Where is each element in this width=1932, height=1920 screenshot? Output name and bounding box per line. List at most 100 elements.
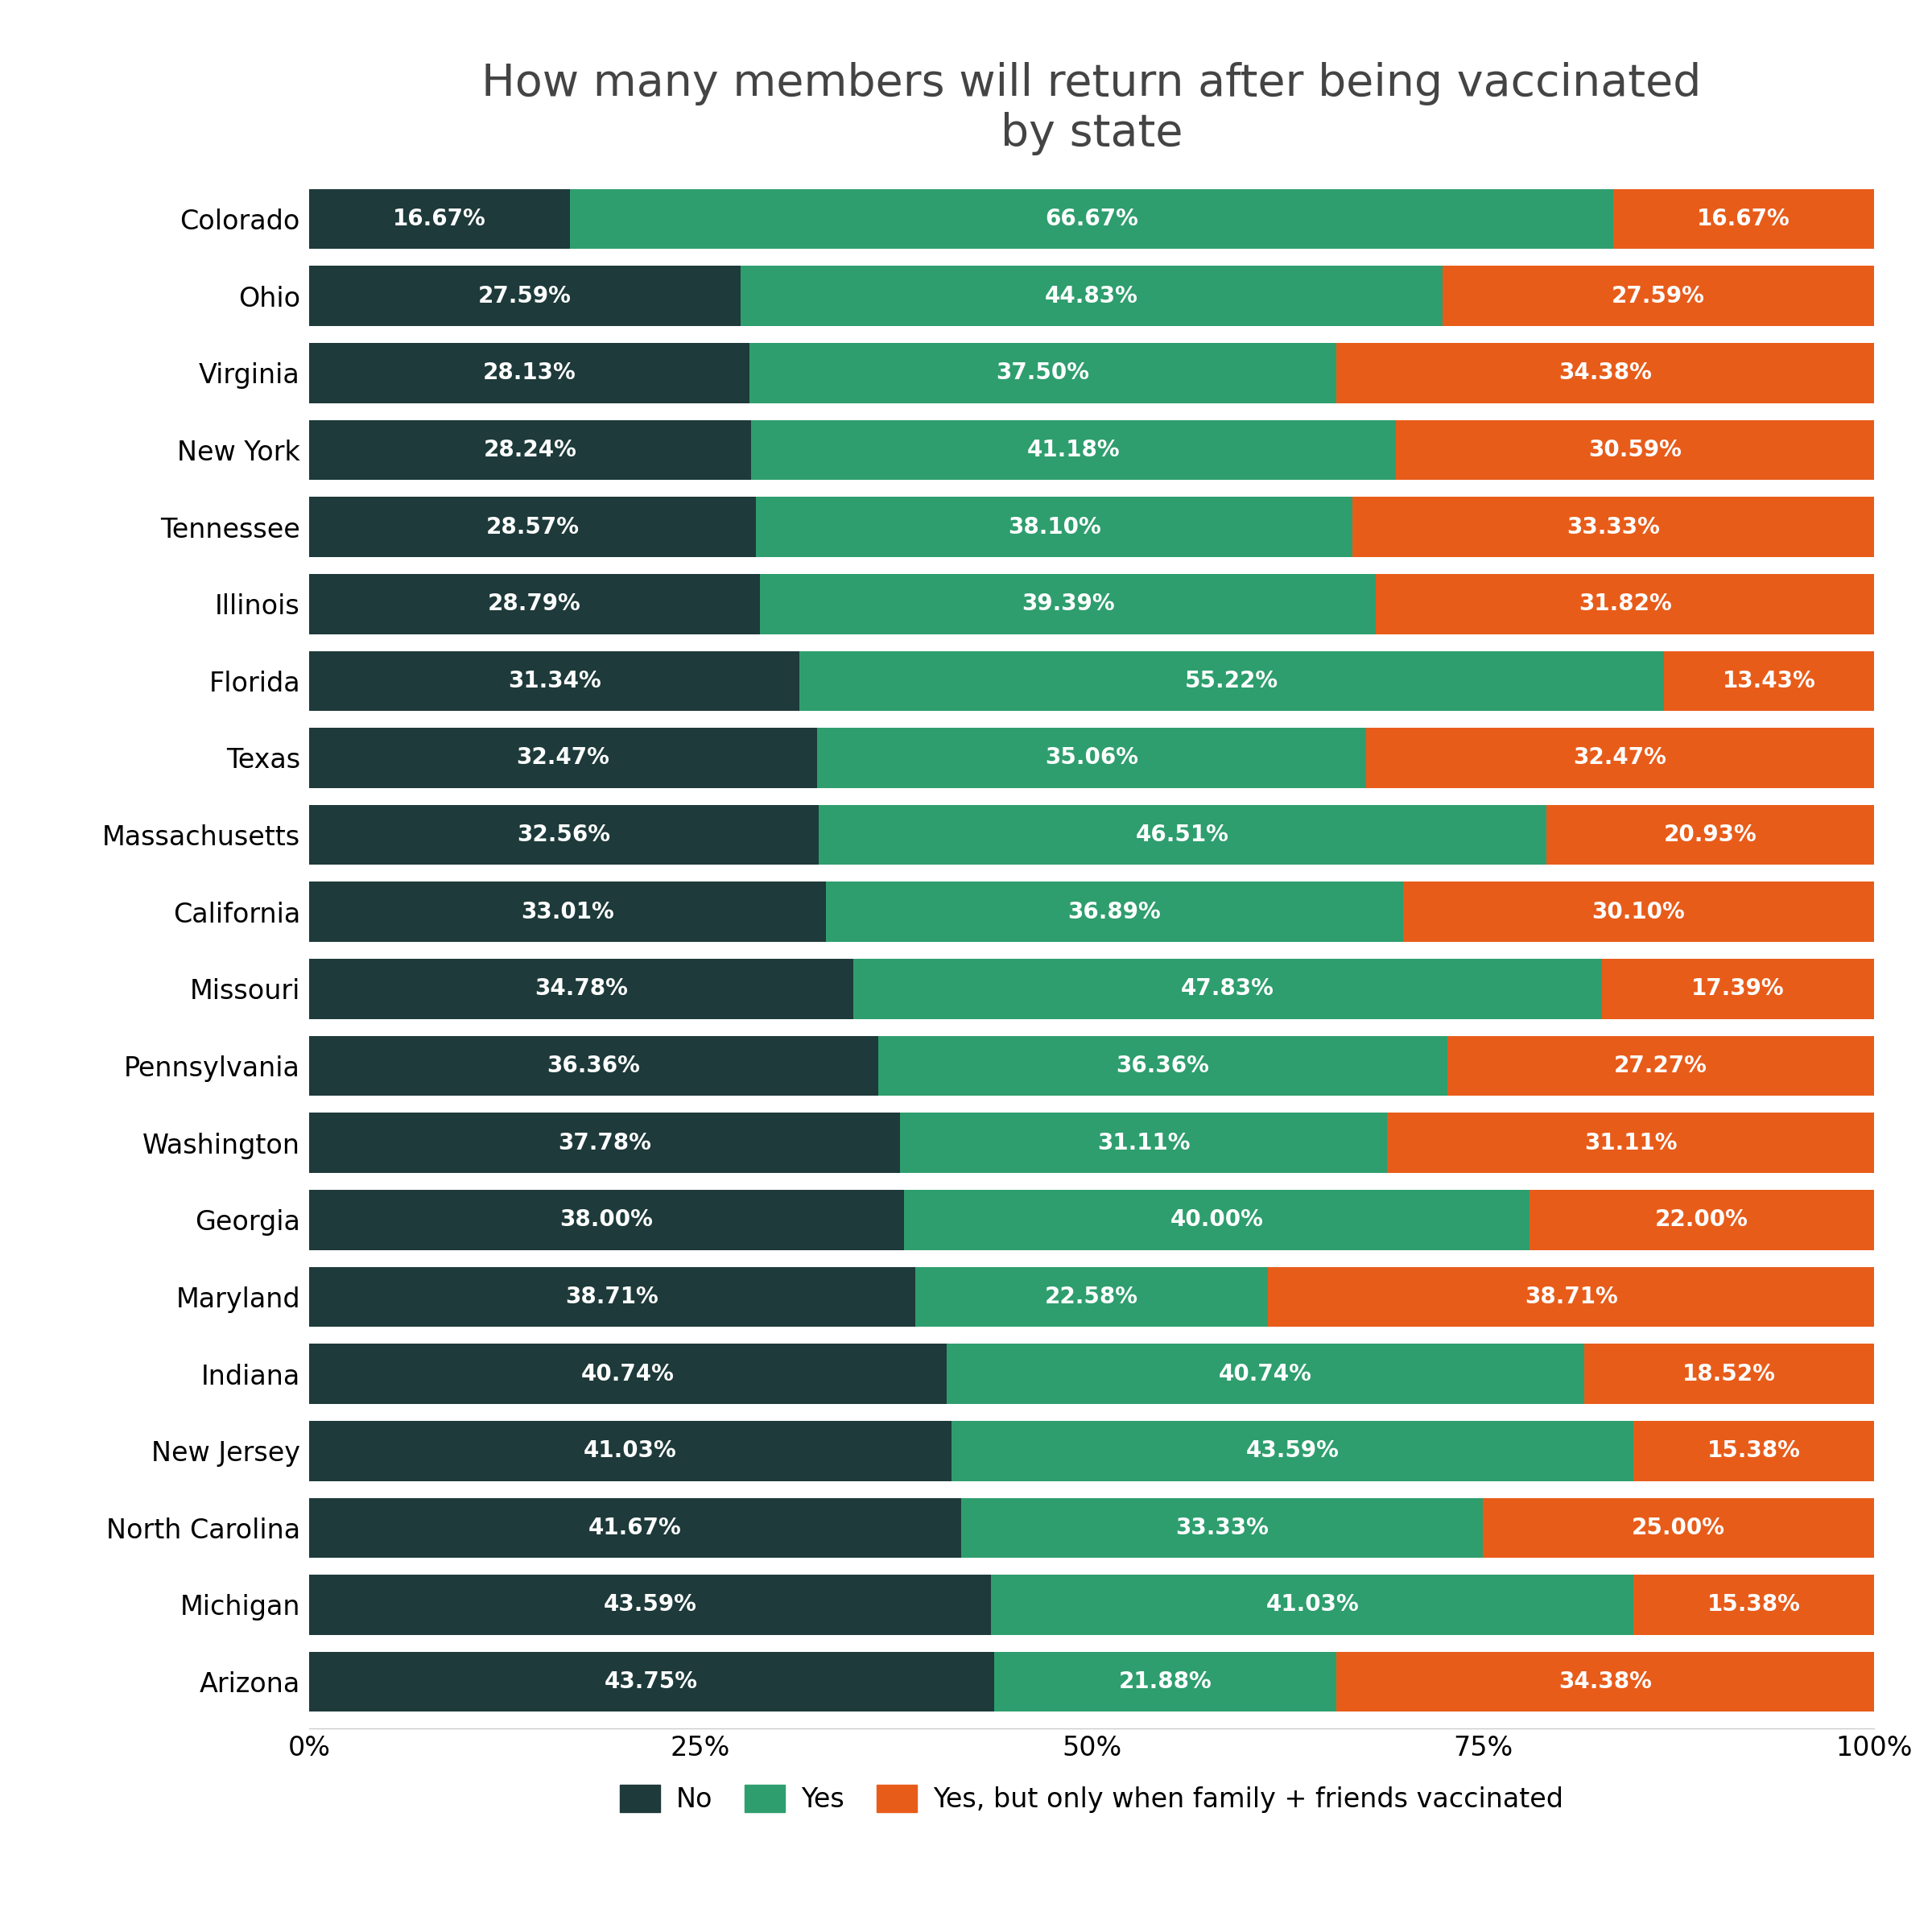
- Text: 16.67%: 16.67%: [392, 207, 487, 230]
- Bar: [819, 804, 1546, 864]
- Text: 18.52%: 18.52%: [1683, 1363, 1776, 1384]
- Text: 28.24%: 28.24%: [483, 438, 578, 461]
- Bar: [1376, 574, 1874, 634]
- Bar: [1337, 344, 1874, 403]
- Bar: [309, 728, 817, 787]
- Bar: [1530, 1190, 1874, 1250]
- Bar: [309, 1037, 879, 1096]
- Bar: [309, 1498, 962, 1557]
- Text: 35.06%: 35.06%: [1045, 747, 1138, 770]
- Bar: [900, 1114, 1387, 1173]
- Text: 17.39%: 17.39%: [1690, 977, 1785, 1000]
- Text: 13.43%: 13.43%: [1721, 670, 1816, 693]
- Text: 38.71%: 38.71%: [1524, 1286, 1617, 1308]
- Bar: [991, 1574, 1633, 1634]
- Text: 27.59%: 27.59%: [1611, 284, 1704, 307]
- Text: 31.34%: 31.34%: [508, 670, 601, 693]
- Bar: [759, 574, 1376, 634]
- Text: 55.22%: 55.22%: [1184, 670, 1279, 693]
- Bar: [309, 958, 854, 1020]
- Text: 27.59%: 27.59%: [479, 284, 572, 307]
- Bar: [854, 958, 1602, 1020]
- Bar: [1613, 188, 1874, 250]
- Bar: [879, 1037, 1447, 1096]
- Text: 33.33%: 33.33%: [1175, 1517, 1269, 1540]
- Text: 38.10%: 38.10%: [1009, 516, 1101, 538]
- Text: 43.75%: 43.75%: [605, 1670, 697, 1693]
- Bar: [1366, 728, 1874, 787]
- Bar: [309, 267, 740, 326]
- Bar: [1663, 651, 1874, 710]
- Text: 31.11%: 31.11%: [1584, 1131, 1677, 1154]
- Text: 15.38%: 15.38%: [1708, 1594, 1801, 1617]
- Bar: [1633, 1574, 1874, 1634]
- Bar: [309, 497, 755, 557]
- Bar: [1443, 267, 1874, 326]
- Text: 28.79%: 28.79%: [487, 593, 582, 614]
- Text: 31.82%: 31.82%: [1578, 593, 1671, 614]
- Bar: [951, 1421, 1633, 1480]
- Text: 32.47%: 32.47%: [516, 747, 611, 770]
- Text: 20.93%: 20.93%: [1663, 824, 1756, 847]
- Text: 66.67%: 66.67%: [1045, 207, 1138, 230]
- Text: 40.74%: 40.74%: [582, 1363, 674, 1384]
- Bar: [1337, 1651, 1874, 1713]
- Bar: [947, 1344, 1584, 1404]
- Bar: [1387, 1114, 1874, 1173]
- Bar: [755, 497, 1352, 557]
- Bar: [962, 1498, 1484, 1557]
- Bar: [1403, 881, 1874, 943]
- Text: 34.78%: 34.78%: [535, 977, 628, 1000]
- Bar: [800, 651, 1663, 710]
- Bar: [309, 1344, 947, 1404]
- Bar: [993, 1651, 1337, 1713]
- Bar: [1395, 420, 1874, 480]
- Bar: [1352, 497, 1874, 557]
- Text: 33.01%: 33.01%: [522, 900, 614, 924]
- Text: 41.67%: 41.67%: [589, 1517, 682, 1540]
- Legend: No, Yes, Yes, but only when family + friends vaccinated: No, Yes, Yes, but only when family + fri…: [607, 1772, 1577, 1826]
- Text: 38.71%: 38.71%: [566, 1286, 659, 1308]
- Bar: [1602, 958, 1874, 1020]
- Text: 47.83%: 47.83%: [1180, 977, 1275, 1000]
- Text: 32.56%: 32.56%: [518, 824, 611, 847]
- Bar: [309, 1190, 904, 1250]
- Text: 44.83%: 44.83%: [1045, 284, 1138, 307]
- Text: 36.36%: 36.36%: [547, 1054, 639, 1077]
- Text: 43.59%: 43.59%: [603, 1594, 697, 1617]
- Text: 40.00%: 40.00%: [1171, 1208, 1264, 1231]
- Text: 28.57%: 28.57%: [487, 516, 580, 538]
- Bar: [750, 344, 1337, 403]
- Text: 25.00%: 25.00%: [1633, 1517, 1725, 1540]
- Bar: [309, 344, 750, 403]
- Bar: [309, 651, 800, 710]
- Bar: [1484, 1498, 1874, 1557]
- Text: 41.03%: 41.03%: [1265, 1594, 1358, 1617]
- Text: 22.00%: 22.00%: [1656, 1208, 1748, 1231]
- Bar: [309, 1267, 916, 1327]
- Text: 22.58%: 22.58%: [1045, 1286, 1138, 1308]
- Bar: [825, 881, 1403, 943]
- Bar: [309, 420, 752, 480]
- Bar: [309, 1651, 993, 1713]
- Text: 46.51%: 46.51%: [1136, 824, 1229, 847]
- Bar: [309, 1114, 900, 1173]
- Bar: [916, 1267, 1267, 1327]
- Text: 34.38%: 34.38%: [1559, 1670, 1652, 1693]
- Bar: [1267, 1267, 1874, 1327]
- Title: How many members will return after being vaccinated
by state: How many members will return after being…: [481, 61, 1702, 156]
- Text: 28.13%: 28.13%: [483, 361, 576, 384]
- Bar: [309, 1574, 991, 1634]
- Text: 43.59%: 43.59%: [1246, 1440, 1339, 1463]
- Text: 41.18%: 41.18%: [1026, 438, 1121, 461]
- Bar: [309, 804, 819, 864]
- Text: 27.27%: 27.27%: [1613, 1054, 1708, 1077]
- Bar: [309, 1421, 951, 1480]
- Text: 36.89%: 36.89%: [1068, 900, 1161, 924]
- Text: 39.39%: 39.39%: [1022, 593, 1115, 614]
- Text: 16.67%: 16.67%: [1696, 207, 1791, 230]
- Text: 32.47%: 32.47%: [1573, 747, 1667, 770]
- Bar: [817, 728, 1366, 787]
- Bar: [309, 574, 759, 634]
- Bar: [1584, 1344, 1874, 1404]
